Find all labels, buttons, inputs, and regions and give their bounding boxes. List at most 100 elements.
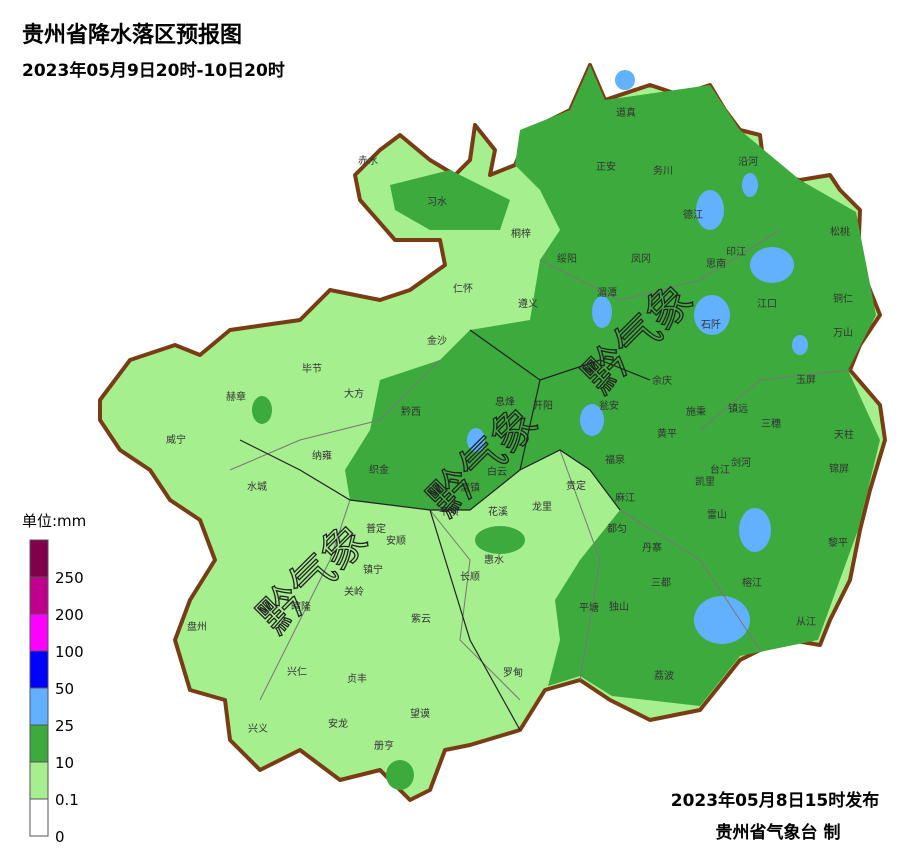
county-label: 三穗 — [761, 417, 781, 430]
county-label: 江口 — [757, 298, 777, 310]
legend-label: 25 — [55, 717, 74, 735]
county-label: 白云 — [487, 465, 507, 478]
legend-label: 50 — [55, 680, 74, 698]
county-label: 雷山 — [707, 509, 727, 521]
county-label: 平坝 — [439, 506, 459, 518]
county-label: 贞丰 — [347, 672, 367, 685]
county-label: 毕节 — [302, 362, 322, 375]
county-label: 桐梓 — [511, 227, 531, 240]
legend-swatch — [29, 761, 49, 800]
county-label: 贵定 — [566, 479, 586, 492]
county-label: 水城 — [247, 481, 267, 493]
legend-swatch — [29, 687, 49, 726]
county-label: 黔西 — [401, 405, 421, 418]
agency: 贵州省气象台 制 — [716, 822, 841, 843]
legend-swatch — [29, 650, 49, 689]
county-label: 镇宁 — [363, 563, 383, 576]
county-label: 余庆 — [652, 374, 672, 387]
legend-label: 0.1 — [55, 791, 79, 809]
legend-swatch — [29, 613, 49, 652]
county-label: 望谟 — [410, 707, 430, 720]
county-label: 剑河 — [731, 456, 751, 469]
legend-label: 0 — [55, 828, 65, 846]
county-label: 万山 — [833, 327, 853, 339]
county-label: 瓮安 — [599, 399, 619, 412]
region-borders — [239, 329, 651, 731]
county-label: 施秉 — [686, 405, 706, 418]
county-label: 纳雍 — [312, 449, 332, 462]
county-label: 赤水 — [358, 155, 378, 167]
legend-label: 200 — [55, 606, 84, 624]
legend-swatch — [29, 798, 49, 837]
county-label: 思南 — [706, 257, 726, 270]
legend-swatch — [29, 539, 49, 578]
county-label: 丹寨 — [642, 541, 662, 554]
county-label: 湄潭 — [597, 287, 617, 299]
county-label: 荔波 — [654, 669, 674, 682]
legend-unit: 单位:mm — [22, 512, 86, 530]
county-label: 麻江 — [615, 491, 635, 504]
county-label: 天柱 — [834, 428, 854, 441]
county-label: 开阳 — [533, 400, 553, 412]
legend-label: 250 — [55, 569, 84, 587]
county-label: 晴隆 — [291, 600, 311, 613]
county-label: 册亨 — [374, 739, 394, 752]
county-label: 沿河 — [738, 156, 758, 168]
county-label: 安顺 — [386, 534, 406, 547]
county-label: 凯里 — [695, 475, 715, 488]
county-label: 兴义 — [248, 723, 268, 735]
county-label: 关岭 — [344, 585, 364, 598]
county-label: 印江 — [726, 246, 746, 258]
county-label: 长顺 — [460, 571, 480, 583]
county-label: 台江 — [710, 463, 730, 476]
county-label: 平塘 — [579, 601, 599, 614]
legend-swatch — [29, 724, 49, 763]
county-label: 都匀 — [607, 523, 627, 535]
county-borders — [229, 229, 851, 701]
map-subtitle: 2023年05月9日20时-10日20时 — [22, 60, 285, 81]
county-label: 石阡 — [701, 319, 721, 331]
county-label: 兴仁 — [287, 666, 307, 678]
county-label: 普定 — [366, 522, 386, 535]
county-label: 龙里 — [532, 500, 552, 513]
legend-label: 10 — [55, 754, 74, 772]
legend-swatch — [29, 576, 49, 615]
rain-25-50 — [467, 70, 808, 644]
county-label: 惠水 — [484, 553, 504, 566]
county-label: 仁怀 — [453, 283, 473, 295]
county-label: 威宁 — [166, 433, 186, 446]
county-label: 紫云 — [411, 613, 431, 625]
county-label: 榕江 — [742, 576, 762, 589]
map-title: 贵州省降水落区预报图 — [22, 23, 242, 48]
county-label: 黎平 — [828, 536, 848, 549]
county-label: 盘州 — [187, 620, 207, 633]
issue-time: 2023年05月8日15时发布 — [671, 790, 879, 811]
county-label: 罗甸 — [503, 666, 523, 679]
county-label: 福泉 — [605, 453, 625, 466]
county-label: 习水 — [427, 196, 447, 208]
county-label: 松桃 — [830, 225, 850, 238]
county-label: 赫章 — [226, 390, 246, 403]
county-label: 黄平 — [657, 427, 677, 440]
county-label: 锦屏 — [829, 462, 849, 475]
county-label: 从江 — [796, 616, 816, 628]
county-label: 绥阳 — [557, 253, 577, 265]
county-label: 金沙 — [427, 334, 447, 347]
county-label: 凤冈 — [631, 253, 651, 265]
county-label: 清镇 — [460, 481, 480, 494]
county-label: 德江 — [683, 208, 703, 221]
county-label: 独山 — [609, 600, 629, 613]
county-label: 遵义 — [518, 297, 538, 310]
county-label: 铜仁 — [833, 293, 853, 305]
county-label: 务川 — [653, 164, 673, 177]
county-label: 镇远 — [728, 402, 748, 415]
county-label: 三都 — [651, 577, 671, 589]
county-label: 息烽 — [495, 395, 515, 408]
county-label: 织金 — [369, 463, 389, 476]
county-label: 玉屏 — [796, 374, 816, 386]
county-label: 道真 — [616, 106, 636, 119]
county-label: 花溪 — [488, 505, 508, 518]
county-label: 安龙 — [328, 717, 348, 730]
